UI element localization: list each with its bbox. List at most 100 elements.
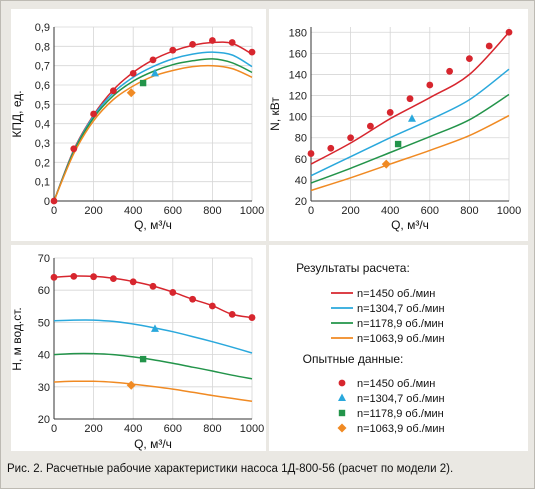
y-tick-label: 0,7: [35, 61, 50, 73]
data-point-circle: [347, 134, 354, 142]
legend-calc-label: n=1304,7 об./мин: [357, 303, 445, 315]
data-point-circle: [426, 81, 434, 89]
data-point-circle: [169, 289, 177, 296]
data-point-circle: [90, 110, 97, 118]
x-tick-label: 1000: [240, 205, 264, 217]
y-tick-label: 60: [295, 154, 307, 166]
x-tick-label: 600: [164, 423, 182, 435]
data-point-diamond: [126, 380, 136, 390]
x-tick-label: 800: [203, 423, 221, 435]
data-point-circle: [169, 46, 177, 54]
x-tick-label: 600: [421, 205, 439, 217]
series-line: [53, 58, 253, 202]
legend-exp-title: Опытные данные:: [303, 352, 404, 366]
data-point-circle: [70, 272, 78, 280]
x-tick-label: 1000: [497, 205, 521, 217]
y-tick-label: 120: [289, 91, 307, 103]
x-tick-label: 800: [203, 205, 221, 217]
data-point-circle: [209, 302, 216, 310]
data-point-circle: [228, 39, 236, 46]
data-point-circle: [189, 295, 197, 303]
y-tick-label: 60: [38, 285, 50, 297]
x-tick-label: 0: [51, 423, 57, 435]
y-tick-label: 160: [289, 48, 307, 60]
data-point-circle: [70, 145, 78, 153]
data-point-triangle: [150, 324, 159, 332]
series-line: [310, 114, 510, 192]
legend-marker-triangle: [338, 393, 346, 401]
y-axis-label: КПД, ед.: [10, 90, 24, 137]
y-tick-label: 0,2: [35, 157, 50, 169]
panel-legend: [269, 245, 528, 451]
y-tick-label: 50: [38, 317, 50, 329]
x-tick-label: 200: [84, 205, 102, 217]
x-tick-label: 400: [124, 423, 142, 435]
legend: Результаты расчета: n=1450 об./мин n=1304,…: [296, 261, 444, 435]
data-point-circle: [209, 37, 216, 44]
series-line: [310, 68, 510, 177]
panel-power: [269, 9, 528, 241]
legend-exp-label: n=1304,7 об./мин: [357, 393, 445, 405]
data-point-circle: [248, 314, 256, 321]
data-point-circle: [307, 150, 315, 157]
series-line: [310, 93, 510, 184]
y-axis-label: N, кВт: [268, 97, 282, 131]
data-point-circle: [129, 70, 137, 77]
y-tick-label: 20: [295, 196, 307, 208]
y-tick-label: 0,5: [35, 99, 50, 111]
data-point-circle: [386, 109, 394, 116]
data-point-square: [394, 140, 402, 148]
data-point-circle: [110, 275, 117, 283]
y-tick-label: 0,3: [35, 138, 50, 150]
x-tick-label: 200: [341, 205, 359, 217]
y-tick-label: 70: [38, 253, 50, 265]
y-tick-label: 140: [289, 69, 307, 81]
data-point-diamond: [126, 88, 136, 98]
series-line: [310, 31, 510, 165]
legend-calc-title: Результаты расчета:: [296, 261, 410, 275]
legend-marker-square: [338, 409, 346, 417]
legend-calc-label: n=1450 об./мин: [357, 288, 435, 300]
data-point-circle: [406, 95, 414, 103]
chart-eff: 0 200 400 600 800 1000 0 0,1 0,2 0,3 0,4 0,5 0,6 0,7 0…: [10, 22, 264, 232]
data-point-square: [139, 355, 147, 363]
data-point-square: [139, 79, 147, 87]
legend-exp-label: n=1450 об./мин: [357, 378, 435, 390]
x-axis-label: Q, м³/ч: [134, 437, 172, 451]
legend-marker-diamond: [337, 423, 347, 433]
legend-exp-label: n=1063,9 об./мин: [357, 423, 445, 435]
x-tick-label: 200: [84, 423, 102, 435]
legend-calc-label: n=1063,9 об./мин: [357, 333, 445, 345]
y-tick-label: 180: [289, 27, 307, 39]
y-axis-label: H, м вод.ст.: [10, 307, 24, 370]
data-point-circle: [149, 56, 157, 64]
y-tick-label: 0,8: [35, 41, 50, 53]
y-tick-label: 100: [289, 112, 307, 124]
data-point-triangle: [407, 114, 416, 122]
series-line: [53, 352, 253, 380]
figure-caption: Рис. 2. Расчетные рабочие характеристики…: [7, 463, 454, 475]
data-point-circle: [505, 28, 513, 36]
data-point-circle: [50, 197, 58, 205]
series-line: [53, 380, 253, 403]
x-axis-label: Q, м³/ч: [391, 218, 429, 232]
data-point-circle: [466, 55, 473, 63]
x-tick-label: 400: [381, 205, 399, 217]
chart-power: 0 200 400 600 800 1000 20 40 60 80 100 120 140 160 180…: [268, 27, 521, 232]
y-tick-label: 40: [38, 350, 50, 362]
y-tick-label: 0,4: [35, 119, 50, 131]
chart-head: 0 200 400 600 800 1000 20 30 40 50 60 70 Q, м³/ч H, м…: [10, 253, 264, 451]
data-point-circle: [90, 273, 97, 281]
y-tick-label: 0,6: [35, 80, 50, 92]
y-tick-label: 80: [295, 133, 307, 145]
data-point-circle: [189, 41, 197, 48]
data-point-circle: [367, 122, 374, 130]
data-point-circle: [248, 48, 256, 56]
legend-exp-label: n=1178,9 об./мин: [357, 408, 444, 420]
y-tick-label: 0,1: [35, 177, 50, 189]
data-point-circle: [149, 282, 157, 290]
x-tick-label: 800: [460, 205, 478, 217]
y-tick-label: 0: [44, 196, 50, 208]
y-tick-label: 20: [38, 414, 50, 426]
data-point-circle: [129, 278, 137, 286]
